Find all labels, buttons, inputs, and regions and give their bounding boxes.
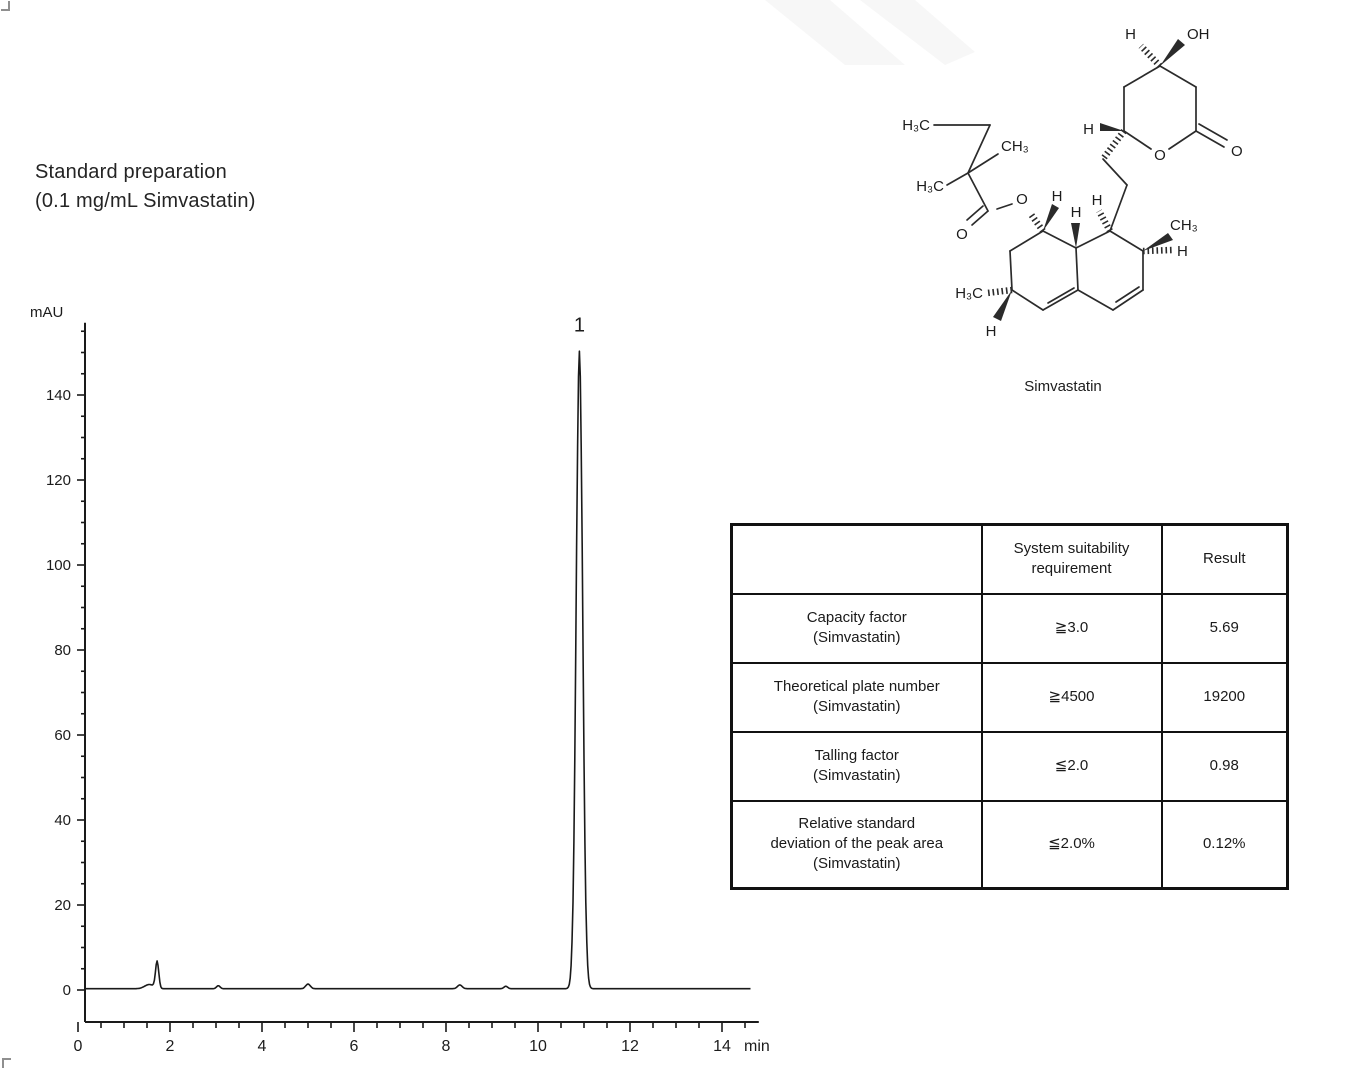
y-tick-label: 100 — [46, 557, 71, 574]
atom-label: CH₃ — [1001, 138, 1029, 155]
atom-label: H₃C — [902, 117, 930, 134]
cell-plate-number-label: Theoretical plate number (Simvastatin) — [730, 661, 983, 733]
x-axis-label: min — [744, 1038, 770, 1055]
atom-labels: H OH O O H H₃C CH₃ H₃C O O H H H CH₃ H H… — [902, 26, 1242, 340]
cell-plate-number-result: 19200 — [1160, 661, 1289, 733]
table-row: Relative standard deviation of the peak … — [730, 799, 1289, 890]
peak-label: 1 — [574, 315, 585, 337]
x-tick-label: 12 — [621, 1038, 639, 1055]
x-tick-label: 0 — [74, 1038, 83, 1055]
atom-label: O — [956, 226, 968, 243]
y-tick-label: 60 — [54, 727, 71, 744]
atom-label: H₃C — [955, 285, 983, 302]
x-tick-label: 6 — [350, 1038, 359, 1055]
y-tick-label: 0 — [63, 982, 71, 999]
table-header-requirement: System suitability requirement — [980, 523, 1163, 595]
crop-corner-mark-bottom-left — [2, 1058, 11, 1068]
cell-tailing-factor-label: Talling factor (Simvastatin) — [730, 730, 983, 802]
atom-label: H — [1083, 121, 1094, 138]
chromatogram-panel: 0 20 40 60 80 100 120 140 mAU 0 2 4 6 8 10 12 14 min 1 — [20, 290, 800, 1077]
cell-rsd-requirement: ≦2.0% — [980, 799, 1163, 890]
y-tick-label: 20 — [54, 897, 71, 914]
y-tick-label: 140 — [46, 387, 71, 404]
cell-capacity-factor-result: 5.69 — [1160, 592, 1289, 664]
x-tick-label: 2 — [166, 1038, 175, 1055]
figure-title: Standard preparation (0.1 mg/mL Simvasta… — [35, 161, 256, 212]
atom-label: OH — [1187, 26, 1210, 43]
structure-caption: Simvastatin — [1024, 378, 1102, 395]
table-row: Theoretical plate number (Simvastatin) ≧… — [730, 661, 1289, 733]
x-tick-label: 8 — [442, 1038, 451, 1055]
y-axis: 0 20 40 60 80 100 120 140 mAU — [30, 304, 86, 1022]
system-suitability-table: System suitability requirement Result Ca… — [730, 523, 1289, 890]
atom-label: H — [1092, 192, 1103, 209]
cell-capacity-factor-label: Capacity factor (Simvastatin) — [730, 592, 983, 664]
structure-panel: H OH O O H H₃C CH₃ H₃C O O H H H CH₃ H H… — [850, 8, 1280, 413]
atom-label: H — [1052, 188, 1063, 205]
atom-label: CH₃ — [1170, 217, 1198, 234]
lactone-ring — [1100, 39, 1228, 232]
table-header-parameter — [730, 523, 983, 595]
atom-label: H — [1125, 26, 1136, 43]
y-tick-label: 80 — [54, 642, 71, 659]
cell-plate-number-requirement: ≧4500 — [980, 661, 1163, 733]
faint-scan-watermark — [765, 0, 975, 65]
y-tick-label: 40 — [54, 812, 71, 829]
x-tick-label: 14 — [713, 1038, 731, 1055]
x-axis: 0 2 4 6 8 10 12 14 min — [74, 1021, 770, 1055]
chromatogram-svg: 0 20 40 60 80 100 120 140 mAU 0 2 4 6 8 10 12 14 min 1 — [30, 304, 770, 1055]
x-tick-label: 10 — [529, 1038, 547, 1055]
atom-label: O — [1016, 191, 1028, 208]
table-row: Capacity factor (Simvastatin) ≧3.0 5.69 — [730, 592, 1289, 664]
cell-tailing-factor-requirement: ≦2.0 — [980, 730, 1163, 802]
cell-capacity-factor-requirement: ≧3.0 — [980, 592, 1163, 664]
x-tick-label: 4 — [258, 1038, 267, 1055]
chromatogram-trace — [85, 350, 751, 990]
atom-label: H — [986, 323, 997, 340]
table-header-result: Result — [1160, 523, 1289, 595]
crop-corner-mark-top-left — [1, 1, 10, 11]
atom-label: H — [1071, 204, 1082, 221]
cell-rsd-result: 0.12% — [1160, 799, 1289, 890]
atom-label: O — [1154, 147, 1166, 164]
table-row: Talling factor (Simvastatin) ≦2.0 0.98 — [730, 730, 1289, 802]
cell-rsd-label: Relative standard deviation of the peak … — [730, 799, 983, 890]
y-tick-label: 120 — [46, 472, 71, 489]
y-axis-label: mAU — [30, 304, 63, 321]
cell-tailing-factor-result: 0.98 — [1160, 730, 1289, 802]
decalin-core — [986, 204, 1173, 321]
ester-group — [933, 124, 1013, 226]
atom-label: H₃C — [916, 178, 944, 195]
atom-label: O — [1231, 143, 1243, 160]
atom-label: H — [1177, 243, 1188, 260]
simvastatin-structure: H OH O O H H₃C CH₃ H₃C O O H H H CH₃ H H… — [902, 26, 1242, 395]
